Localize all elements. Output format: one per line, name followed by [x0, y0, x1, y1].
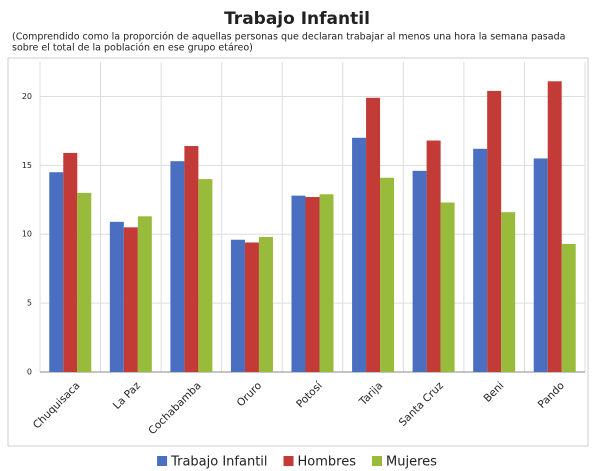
bar — [184, 146, 199, 372]
x-tick-label: La Paz — [111, 379, 143, 411]
bar — [440, 202, 455, 372]
bar — [198, 179, 213, 372]
bar — [561, 243, 576, 372]
bar — [319, 194, 334, 372]
bar — [77, 192, 92, 372]
bar — [137, 216, 152, 372]
chart-subtitle: (Comprendido como la proporción de aquel… — [12, 32, 565, 43]
bar — [258, 236, 273, 372]
y-tick-label: 20 — [22, 92, 32, 101]
x-tick-label: Cochabamba — [146, 380, 203, 437]
bar — [63, 152, 78, 372]
y-tick-label: 5 — [27, 299, 32, 308]
bar — [291, 195, 306, 372]
legend-swatch — [372, 456, 383, 466]
bar — [230, 239, 245, 372]
x-tick-label: Potosí — [294, 379, 325, 410]
bar — [366, 97, 381, 373]
bar — [426, 140, 441, 372]
bar — [473, 148, 488, 372]
chart-title: Trabajo Infantil — [224, 9, 370, 29]
bar — [547, 81, 562, 373]
legend-swatch — [157, 456, 168, 466]
bar — [123, 227, 138, 372]
chart-subtitle: sobre el total de la población en ese gr… — [12, 43, 253, 54]
x-tick-label: Chuquisaca — [31, 380, 83, 432]
plot-frame — [7, 57, 589, 447]
x-tick-label: Oruro — [235, 380, 265, 410]
bar — [244, 242, 259, 372]
y-tick-label: 0 — [27, 368, 32, 377]
bar — [380, 177, 395, 372]
legend-label: Hombres — [298, 455, 357, 470]
bar — [412, 170, 427, 372]
y-tick-label: 10 — [22, 230, 32, 239]
x-tick-label: Pando — [536, 380, 567, 411]
x-tick-label: Tarija — [357, 380, 386, 409]
bar — [352, 137, 367, 372]
legend-swatch — [283, 456, 294, 466]
x-tick-label: Beni — [481, 380, 506, 405]
bar — [533, 158, 548, 372]
bar — [305, 197, 320, 372]
bar — [487, 90, 502, 372]
legend-label: Trabajo Infantil — [170, 455, 267, 470]
bar — [501, 212, 516, 372]
bar — [109, 221, 124, 372]
bar — [49, 172, 64, 372]
x-tick-label: Santa Cruz — [397, 379, 446, 428]
y-tick-label: 15 — [22, 161, 32, 170]
bar — [170, 161, 185, 372]
legend-label: Mujeres — [386, 455, 437, 470]
